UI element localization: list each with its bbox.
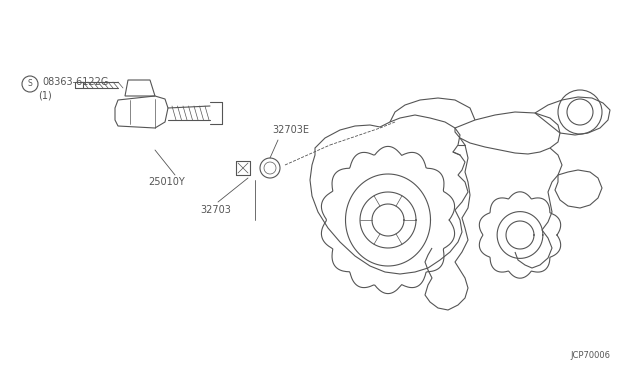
Text: JCP70006: JCP70006	[570, 350, 610, 359]
Text: S: S	[28, 80, 33, 89]
Text: 32703E: 32703E	[272, 125, 309, 135]
Text: (1): (1)	[38, 91, 52, 101]
Text: 08363-6122G: 08363-6122G	[42, 77, 108, 87]
Text: 25010Y: 25010Y	[148, 177, 185, 187]
Text: 32703: 32703	[200, 205, 231, 215]
